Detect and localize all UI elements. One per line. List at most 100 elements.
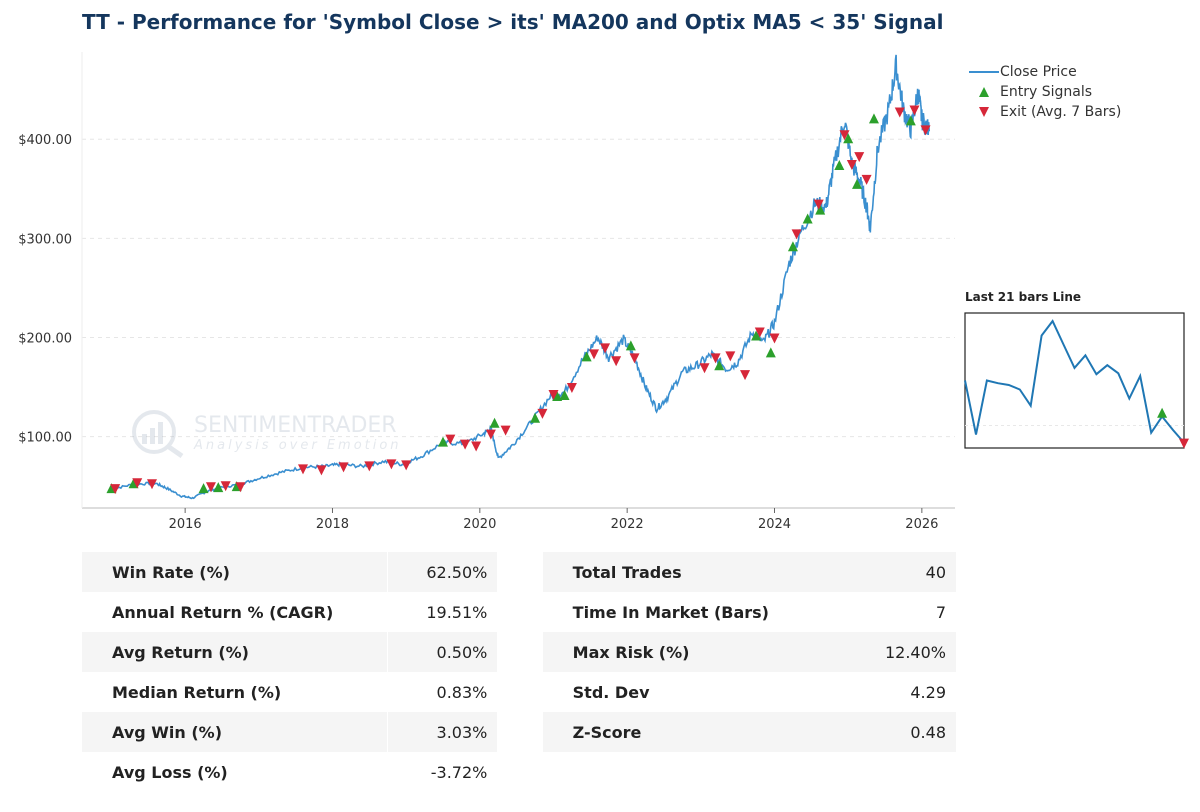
exit-signal-marker [316,465,327,476]
stat-label: Avg Return (%) [82,632,388,672]
y-tick-label: $300.00 [18,232,72,247]
stat-value: 62.50% [388,552,498,592]
x-tick-label: 2018 [316,517,349,532]
mini-chart-title: Last 21 bars Line [965,290,1081,304]
stat-label: Annual Return % (CAGR) [112,602,334,622]
stats-row: Avg Return (%) 0.50% Max Risk (%) 12.40% [82,632,956,672]
legend-exit-label: Exit (Avg. 7 Bars) [1000,104,1122,120]
exit-signal-marker [205,482,216,493]
entry-signal-marker [1157,407,1168,418]
x-tick-label: 2020 [463,517,496,532]
stat-value: 0.83% [436,682,488,702]
cell-divider [387,672,388,712]
entry-signal-marker [843,133,854,144]
exit-signal-marker [537,408,548,419]
column-gap [497,752,543,792]
stat-label: Avg Win (%) [82,712,388,752]
entry-signal-marker [530,412,541,423]
stat-label: Time In Market (Bars) [572,602,769,622]
line-swatch-icon [969,71,999,73]
stat-label: Z-Score [542,712,847,752]
entry-signal-marker [437,436,448,447]
cell-divider [846,632,848,672]
stat-value: 3.03% [388,712,498,752]
exit-signal-marker [754,327,765,338]
cell-divider [387,592,388,632]
stat-label [542,752,847,792]
stats-row: Avg Win (%) 3.03% Z-Score 0.48 [82,712,956,752]
last-21-bars-line [964,319,1185,444]
x-tick-label: 2026 [905,517,938,532]
column-gap [497,632,543,672]
column-gap [497,672,543,712]
legend-entry-signals: Entry Signals [968,82,1121,102]
stat-value: 0.48 [847,712,956,752]
stat-value: 12.40% [847,632,956,672]
exit-signal-marker [338,462,349,473]
entry-signal-marker [559,389,570,400]
exit-signal-marker [401,460,412,471]
entry-signal-marker [905,115,916,126]
exit-signal-marker [445,434,456,445]
exit-signal-marker [460,439,471,450]
cell-divider [387,632,388,672]
exit-signal-marker [909,105,920,116]
cell-divider [387,552,388,592]
stat-value: -3.72% [430,762,488,782]
cell-divider [387,752,388,792]
cell-divider [387,712,388,752]
stats-row: Win Rate (%) 62.50% Total Trades 40 [82,552,956,592]
stat-label: Win Rate (%) [82,552,388,592]
stat-value: 4.29 [910,682,946,702]
exit-signal-marker [386,459,397,470]
y-tick-label: $400.00 [18,133,72,148]
stat-label: Total Trades [542,552,847,592]
last-21-bars-chart: Last 21 bars Line [964,290,1189,449]
entry-signal-marker [834,160,845,170]
exit-signal-marker [629,353,640,364]
exit-signal-marker [611,356,622,367]
exit-signal-marker [861,174,872,185]
triangle-up-icon [979,87,989,97]
x-tick-label: 2016 [169,517,202,532]
legend-close-label: Close Price [1000,64,1077,80]
chart-legend: Close Price Entry Signals Exit (Avg. 7 B… [968,62,1121,122]
entry-signal-marker [489,417,500,428]
exit-signal-marker [1179,438,1189,449]
entry-signal-marker [815,204,826,215]
entry-signal-marker [581,351,592,362]
chart-title: TT - Performance for 'Symbol Close > its… [82,10,944,34]
column-gap [497,592,543,632]
entry-signal-marker [625,340,636,351]
entry-signal-marker [751,330,762,341]
stats-row: Annual Return % (CAGR) 19.51% Time In Mark… [82,592,956,632]
exit-signal-marker [839,130,850,141]
exit-signal-marker [894,107,905,118]
stat-value: 0.50% [388,632,498,672]
exit-signal-marker [110,484,121,495]
stat-value: 19.51% [426,602,488,622]
entry-signal-marker [868,113,879,124]
exit-signal-marker [364,461,375,472]
exit-signal-marker [740,370,751,381]
legend-entry-label: Entry Signals [1000,84,1092,100]
entry-signal-marker [213,482,224,493]
stat-label: Std. Dev [572,682,650,702]
stats-row: Median Return (%) 0.83% Std. Dev 4.29 [82,672,956,712]
entry-signal-marker [787,241,798,252]
entry-signal-marker [852,178,863,189]
entry-signal-marker [198,483,209,494]
exit-signal-marker [146,479,157,490]
exit-signal-marker [132,478,143,489]
x-tick-label: 2024 [758,517,791,532]
exit-signal-marker [589,349,600,360]
exit-signal-marker [500,425,511,436]
close-price-line [111,54,930,500]
entry-signal-marker [802,213,813,224]
cell-divider [846,592,848,632]
y-tick-label: $200.00 [18,331,72,346]
stat-value: 7 [935,602,946,622]
stat-value: 40 [847,552,956,592]
column-gap [497,712,543,752]
exit-signal-marker [235,482,246,493]
